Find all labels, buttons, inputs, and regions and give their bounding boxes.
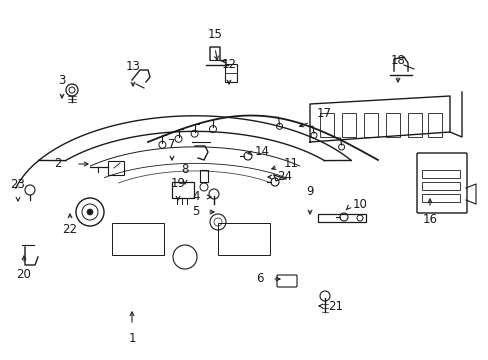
Text: 1: 1	[128, 332, 136, 345]
Bar	[407, 113, 421, 137]
Bar	[224, 64, 237, 82]
Bar	[172, 182, 194, 198]
Text: 23: 23	[11, 179, 25, 192]
Bar	[421, 182, 459, 190]
Text: 22: 22	[62, 224, 77, 237]
Text: 2: 2	[54, 157, 61, 171]
Bar	[218, 223, 269, 255]
Text: 19: 19	[170, 177, 185, 190]
Text: 9: 9	[305, 185, 313, 198]
Circle shape	[87, 209, 93, 215]
Text: 7: 7	[168, 139, 175, 152]
Text: 20: 20	[17, 269, 31, 282]
Text: 4: 4	[192, 190, 199, 203]
Bar	[421, 194, 459, 202]
Text: 5: 5	[192, 206, 199, 219]
Text: 18: 18	[390, 54, 405, 67]
Bar	[421, 170, 459, 178]
Bar	[427, 113, 441, 137]
Text: 6: 6	[256, 273, 263, 285]
Bar	[317, 214, 365, 222]
Text: 16: 16	[422, 213, 437, 226]
Text: 8: 8	[181, 163, 188, 176]
Text: 13: 13	[125, 60, 140, 73]
Bar	[363, 113, 377, 137]
Text: 17: 17	[316, 108, 331, 121]
Text: 14: 14	[254, 145, 269, 158]
Bar	[108, 161, 124, 175]
Text: 24: 24	[277, 171, 292, 184]
Text: 15: 15	[207, 27, 222, 40]
Text: 12: 12	[221, 58, 236, 71]
Bar	[112, 223, 163, 255]
Bar	[385, 113, 399, 137]
Text: 11: 11	[283, 157, 298, 171]
Text: 21: 21	[328, 300, 343, 312]
Bar	[319, 113, 333, 137]
Text: 3: 3	[58, 73, 65, 86]
Text: 10: 10	[352, 198, 366, 211]
Bar	[341, 113, 355, 137]
